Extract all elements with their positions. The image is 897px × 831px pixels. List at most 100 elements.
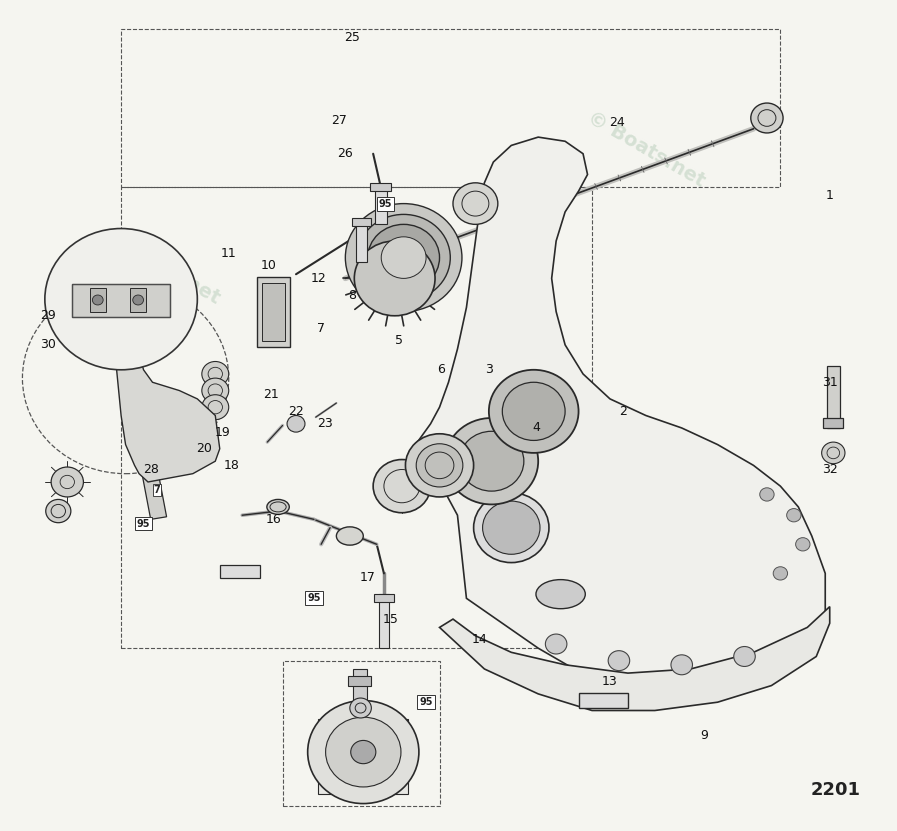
Circle shape (326, 717, 401, 787)
Text: 95: 95 (419, 697, 433, 707)
Bar (257, 277, 290, 347)
Text: 95: 95 (136, 519, 151, 529)
Bar (374, 594, 394, 602)
Text: 5: 5 (396, 334, 403, 347)
Circle shape (773, 567, 788, 580)
Ellipse shape (336, 527, 363, 545)
Bar (823, 418, 843, 428)
Bar (356, 222, 367, 262)
Circle shape (822, 442, 845, 464)
Circle shape (133, 295, 144, 305)
Bar (579, 693, 628, 708)
Ellipse shape (267, 499, 289, 514)
Circle shape (92, 295, 103, 305)
Circle shape (405, 434, 474, 497)
Circle shape (381, 237, 426, 278)
Text: 9: 9 (701, 729, 708, 742)
Circle shape (545, 634, 567, 654)
Text: 8: 8 (349, 288, 356, 302)
Ellipse shape (536, 580, 585, 608)
Circle shape (45, 229, 197, 370)
Text: 7: 7 (153, 485, 161, 495)
Circle shape (202, 395, 229, 420)
Circle shape (459, 431, 524, 491)
Bar (318, 719, 408, 794)
Text: 1: 1 (826, 189, 833, 202)
Text: 30: 30 (39, 338, 56, 352)
Circle shape (483, 501, 540, 554)
Bar (72, 284, 170, 317)
Bar (375, 187, 387, 224)
Circle shape (354, 241, 435, 316)
Circle shape (787, 509, 801, 522)
Text: 27: 27 (331, 114, 347, 127)
Text: 28: 28 (143, 463, 159, 476)
Text: 22: 22 (288, 405, 304, 418)
Circle shape (368, 224, 440, 291)
Bar (262, 283, 285, 341)
Text: 7: 7 (318, 322, 325, 335)
Text: 21: 21 (263, 388, 279, 401)
Circle shape (350, 698, 371, 718)
Text: 32: 32 (822, 463, 838, 476)
Text: 24: 24 (609, 116, 625, 130)
Text: 95: 95 (307, 593, 321, 603)
Text: 23: 23 (317, 417, 333, 430)
Text: 2201: 2201 (811, 781, 861, 799)
Circle shape (373, 460, 431, 513)
Polygon shape (112, 283, 220, 482)
Text: 16: 16 (266, 513, 282, 526)
Circle shape (474, 493, 549, 563)
Bar (827, 366, 840, 428)
Text: 11: 11 (221, 247, 237, 260)
Bar (90, 288, 106, 312)
Circle shape (453, 183, 498, 224)
Circle shape (608, 651, 630, 671)
Polygon shape (413, 137, 825, 694)
Text: © Boats.net: © Boats.net (100, 224, 223, 307)
Bar (348, 676, 371, 686)
Text: 31: 31 (822, 376, 838, 389)
Bar (370, 183, 391, 191)
Circle shape (445, 418, 538, 504)
Bar (220, 565, 260, 578)
Circle shape (502, 382, 565, 440)
Circle shape (345, 204, 462, 312)
Text: 26: 26 (337, 147, 353, 160)
Text: 95: 95 (379, 199, 393, 209)
Circle shape (202, 361, 229, 386)
Circle shape (202, 378, 229, 403)
Text: 20: 20 (196, 442, 213, 455)
Text: 2: 2 (620, 405, 627, 418)
Text: 19: 19 (214, 425, 231, 439)
Circle shape (734, 647, 755, 666)
Bar (353, 669, 367, 702)
Bar (72, 284, 170, 317)
Text: 25: 25 (344, 31, 360, 44)
Polygon shape (440, 607, 830, 711)
Text: 10: 10 (261, 259, 277, 273)
Circle shape (489, 370, 579, 453)
Circle shape (51, 467, 83, 497)
Bar (139, 455, 167, 519)
Circle shape (46, 499, 71, 523)
Circle shape (796, 538, 810, 551)
Bar (379, 594, 389, 648)
Text: 3: 3 (485, 363, 492, 376)
Text: 6: 6 (438, 363, 445, 376)
Text: 13: 13 (602, 675, 618, 688)
Text: 17: 17 (360, 571, 376, 584)
Text: 15: 15 (382, 612, 398, 626)
Circle shape (751, 103, 783, 133)
Text: 18: 18 (223, 459, 239, 472)
Text: 4: 4 (533, 421, 540, 435)
Circle shape (351, 740, 376, 764)
Text: 29: 29 (39, 309, 56, 322)
Circle shape (416, 444, 463, 487)
Text: 12: 12 (310, 272, 327, 285)
Text: © Boats.net: © Boats.net (584, 108, 708, 191)
Circle shape (287, 416, 305, 432)
Bar (130, 288, 146, 312)
Circle shape (308, 701, 419, 804)
Text: 14: 14 (472, 633, 488, 647)
